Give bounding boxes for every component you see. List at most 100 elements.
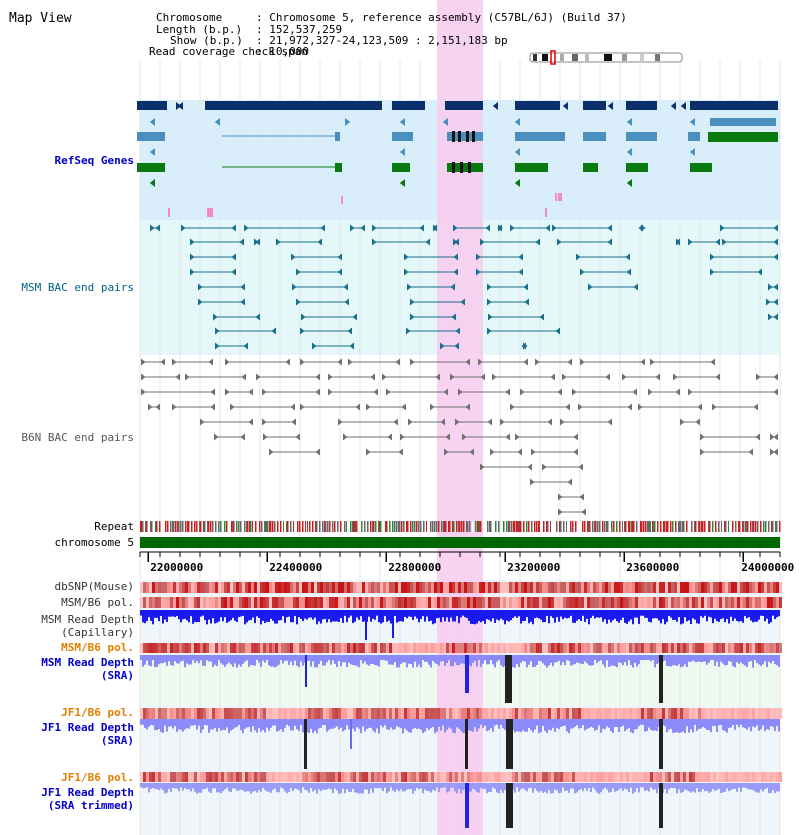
heat-cell (746, 643, 749, 653)
depth-bar (558, 655, 560, 661)
heat-cell (230, 708, 233, 719)
heat-cell (467, 708, 470, 719)
heat-cell (716, 582, 719, 593)
msm-bac-end-pairs-track[interactable] (150, 224, 778, 350)
strand-arrow (562, 102, 568, 110)
heat-cell (227, 582, 230, 593)
heat-cell (710, 772, 713, 782)
repeat-element (329, 521, 331, 532)
heat-cell (524, 643, 527, 653)
depth-bar (560, 610, 562, 617)
depth-bar (280, 719, 282, 730)
heat-cell (560, 772, 563, 782)
heat-cell (164, 643, 167, 653)
heat-cell (227, 772, 230, 782)
depth-bar (428, 783, 430, 792)
depth-bar (388, 610, 390, 621)
refseq-genes-track[interactable] (137, 101, 778, 217)
depth-bar (516, 719, 518, 732)
polymorphism-heat-tracks[interactable] (140, 582, 782, 782)
repeat-element (178, 521, 180, 532)
depth-bar (584, 719, 586, 731)
heat-cell (275, 643, 278, 653)
depth-bar (638, 655, 640, 665)
heat-cell (767, 708, 770, 719)
depth-bar (338, 783, 340, 794)
strand-arrow (190, 238, 195, 246)
read-depth-tracks[interactable] (140, 610, 780, 828)
depth-bar (606, 783, 608, 790)
depth-bar (190, 783, 192, 792)
heat-cell (512, 708, 515, 719)
depth-bar (252, 783, 254, 792)
depth-bar (550, 719, 552, 731)
repeat-element (498, 521, 500, 532)
heat-cell (266, 772, 269, 782)
heat-cell (584, 643, 587, 653)
depth-bar (550, 610, 552, 617)
depth-bar (204, 719, 206, 725)
depth-bar (452, 610, 454, 622)
heat-cell (539, 643, 542, 653)
depth-bar (514, 719, 516, 733)
heat-cell (500, 708, 503, 719)
heat-cell (683, 597, 686, 608)
depth-bar (176, 783, 178, 789)
depth-bar (664, 783, 666, 789)
repeat-track[interactable] (140, 521, 781, 532)
depth-bar (164, 783, 166, 794)
depth-bar (720, 719, 722, 726)
depth-bar (418, 783, 420, 790)
heat-cell (347, 708, 350, 719)
depth-bar (390, 655, 392, 665)
heat-cell (371, 582, 374, 593)
heat-cell (566, 597, 569, 608)
strand-arrow (523, 358, 528, 366)
heat-cell (287, 597, 290, 608)
depth-bar (632, 783, 634, 794)
repeat-element (286, 521, 288, 532)
heat-cell (257, 643, 260, 653)
chromosome-bar[interactable] (140, 537, 780, 548)
repeat-element (373, 521, 375, 532)
heat-cell (377, 643, 380, 653)
heat-cell (266, 582, 269, 593)
depth-bar (528, 719, 530, 728)
heat-cell (515, 708, 518, 719)
depth-bar (702, 655, 704, 662)
heat-cell (479, 582, 482, 593)
repeat-element (517, 521, 519, 532)
heat-cell (350, 582, 353, 593)
depth-bar (750, 719, 752, 732)
depth-bar (516, 783, 518, 788)
depth-bar (382, 783, 384, 792)
depth-bar (634, 610, 636, 618)
heat-cell (314, 772, 317, 782)
depth-bar (622, 719, 624, 726)
heat-cell (224, 772, 227, 782)
strand-arrow (419, 224, 424, 232)
heat-cell (584, 708, 587, 719)
depth-bar (450, 783, 452, 788)
b6n-bac-end-pairs-track[interactable] (141, 358, 778, 516)
depth-bar (552, 610, 554, 619)
depth-bar (484, 783, 486, 789)
depth-bar (622, 783, 624, 791)
repeat-element (407, 521, 409, 532)
heat-cell (419, 772, 422, 782)
repeat-element (755, 521, 757, 532)
depth-bar (180, 655, 182, 662)
heat-cell (467, 597, 470, 608)
repeat-element (226, 521, 228, 532)
heat-cell (278, 772, 281, 782)
heat-cell (275, 772, 278, 782)
depth-bar (166, 610, 168, 622)
strand-arrow (141, 388, 146, 396)
depth-bar (742, 783, 744, 788)
heat-cell (623, 708, 626, 719)
chromosome-ideogram[interactable] (529, 50, 683, 65)
heat-cell (173, 708, 176, 719)
depth-bar (620, 719, 622, 728)
heat-cell (650, 708, 653, 719)
